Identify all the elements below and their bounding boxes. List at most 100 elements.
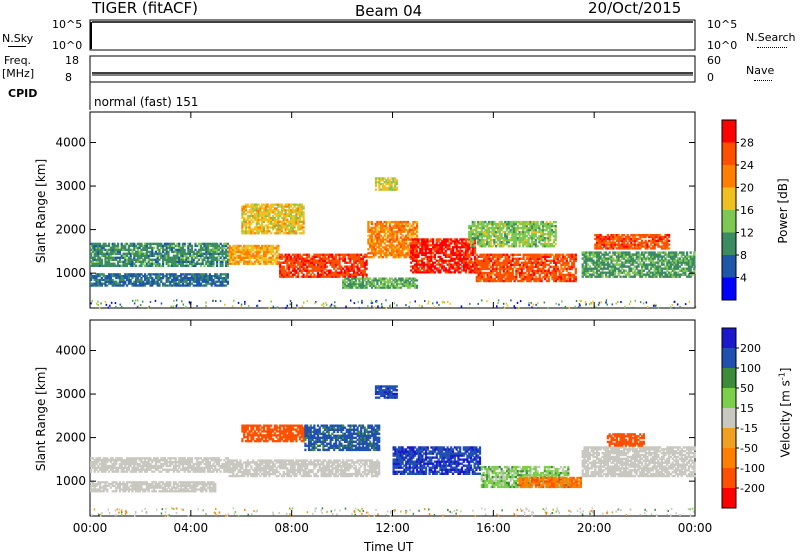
echo-cell bbox=[333, 267, 336, 270]
echo-cell bbox=[322, 263, 325, 266]
echo-cell bbox=[624, 237, 627, 241]
echo-cell bbox=[520, 233, 523, 236]
echo-cell bbox=[102, 264, 105, 267]
echo-cell bbox=[244, 256, 248, 259]
echo-cell bbox=[520, 275, 523, 279]
echo-cell bbox=[225, 254, 228, 257]
echo-cell bbox=[322, 273, 325, 276]
echo-cell bbox=[426, 244, 429, 247]
echo-cell bbox=[345, 277, 348, 280]
echo-cell bbox=[506, 279, 509, 283]
echo-cell bbox=[444, 267, 447, 270]
echo-cell bbox=[493, 239, 496, 242]
echo-cell bbox=[149, 273, 152, 276]
echo-cell bbox=[435, 269, 438, 272]
echo-cell bbox=[131, 273, 134, 276]
echo-cell bbox=[280, 207, 284, 210]
echo-cell bbox=[499, 265, 502, 269]
echo-cell bbox=[479, 277, 482, 281]
echo-cell bbox=[136, 273, 139, 276]
echo-cell bbox=[149, 284, 152, 287]
echo-cell bbox=[441, 249, 444, 253]
echo-cell bbox=[100, 273, 103, 276]
echo-cell bbox=[376, 220, 379, 224]
echo-cell bbox=[486, 267, 489, 271]
echo-cell bbox=[507, 233, 510, 236]
echo-cell bbox=[599, 243, 602, 246]
echo-cell bbox=[394, 277, 397, 280]
echo-cell bbox=[108, 282, 111, 285]
echo-cell bbox=[255, 254, 258, 257]
echo-cell bbox=[268, 213, 271, 216]
echo-cell bbox=[262, 262, 266, 265]
echo-cell bbox=[90, 278, 93, 282]
echo-cell bbox=[115, 246, 118, 250]
echo-cell bbox=[156, 280, 159, 283]
echo-cell bbox=[597, 257, 600, 260]
echo-cell bbox=[653, 237, 656, 241]
echo-cell bbox=[207, 258, 210, 261]
echo-cell bbox=[601, 271, 604, 274]
echo-cell bbox=[108, 256, 111, 259]
echo-cell bbox=[532, 224, 536, 228]
echo-cell bbox=[482, 239, 485, 242]
echo-cell bbox=[131, 264, 134, 267]
echo-cell bbox=[413, 259, 416, 262]
echo-cell bbox=[612, 237, 615, 241]
echo-cell bbox=[388, 246, 392, 249]
echo-cell bbox=[228, 248, 231, 252]
echo-cell bbox=[189, 254, 192, 257]
echo-cell bbox=[156, 254, 159, 257]
echo-cell bbox=[273, 224, 276, 227]
echo-cell bbox=[522, 255, 525, 258]
echo-cell bbox=[461, 244, 464, 247]
echo-cell bbox=[120, 276, 123, 280]
echo-cell bbox=[208, 273, 211, 276]
echo-cell bbox=[406, 238, 410, 241]
echo-cell bbox=[153, 280, 156, 283]
echo-cell bbox=[403, 283, 406, 286]
echo-cell bbox=[216, 284, 219, 287]
echo-cell bbox=[446, 259, 449, 262]
echo-cell bbox=[572, 273, 576, 277]
echo-cell bbox=[172, 254, 175, 257]
echo-cell bbox=[190, 275, 193, 278]
echo-cell bbox=[412, 259, 415, 262]
echo-cell bbox=[590, 259, 593, 262]
echo-cell bbox=[504, 257, 507, 260]
echo-cell bbox=[95, 246, 98, 250]
echo-cell bbox=[502, 261, 505, 264]
echo-cell bbox=[526, 257, 529, 260]
echo-cell bbox=[520, 277, 523, 281]
echo-cell bbox=[167, 244, 170, 248]
echo-cell bbox=[553, 255, 556, 258]
echo-cell bbox=[156, 246, 159, 250]
echo-cell bbox=[543, 239, 546, 242]
echo-cell bbox=[248, 262, 251, 265]
echo-cell bbox=[394, 220, 397, 224]
echo-cell bbox=[343, 271, 347, 274]
echo-cell bbox=[457, 240, 460, 243]
echo-cell bbox=[444, 271, 447, 274]
echo-cell bbox=[345, 286, 348, 289]
echo-cell bbox=[406, 228, 410, 231]
echo-cell bbox=[567, 277, 570, 281]
echo-cell bbox=[345, 269, 348, 272]
echo-cell bbox=[334, 269, 338, 272]
echo-cell bbox=[448, 246, 451, 249]
echo-cell bbox=[261, 232, 264, 235]
echo-cell bbox=[518, 233, 521, 236]
echo-cell bbox=[100, 246, 103, 250]
echo-cell bbox=[253, 205, 257, 208]
echo-cell bbox=[257, 213, 260, 216]
echo-cell bbox=[214, 252, 217, 255]
echo-cell bbox=[544, 257, 547, 260]
echo-cell bbox=[138, 264, 141, 267]
echo-cell bbox=[203, 244, 206, 248]
echo-cell bbox=[491, 226, 494, 230]
echo-cell bbox=[297, 275, 300, 278]
echo-cell bbox=[498, 220, 501, 224]
echo-cell bbox=[524, 275, 527, 279]
echo-cell bbox=[257, 252, 260, 256]
echo-cell bbox=[540, 261, 543, 264]
